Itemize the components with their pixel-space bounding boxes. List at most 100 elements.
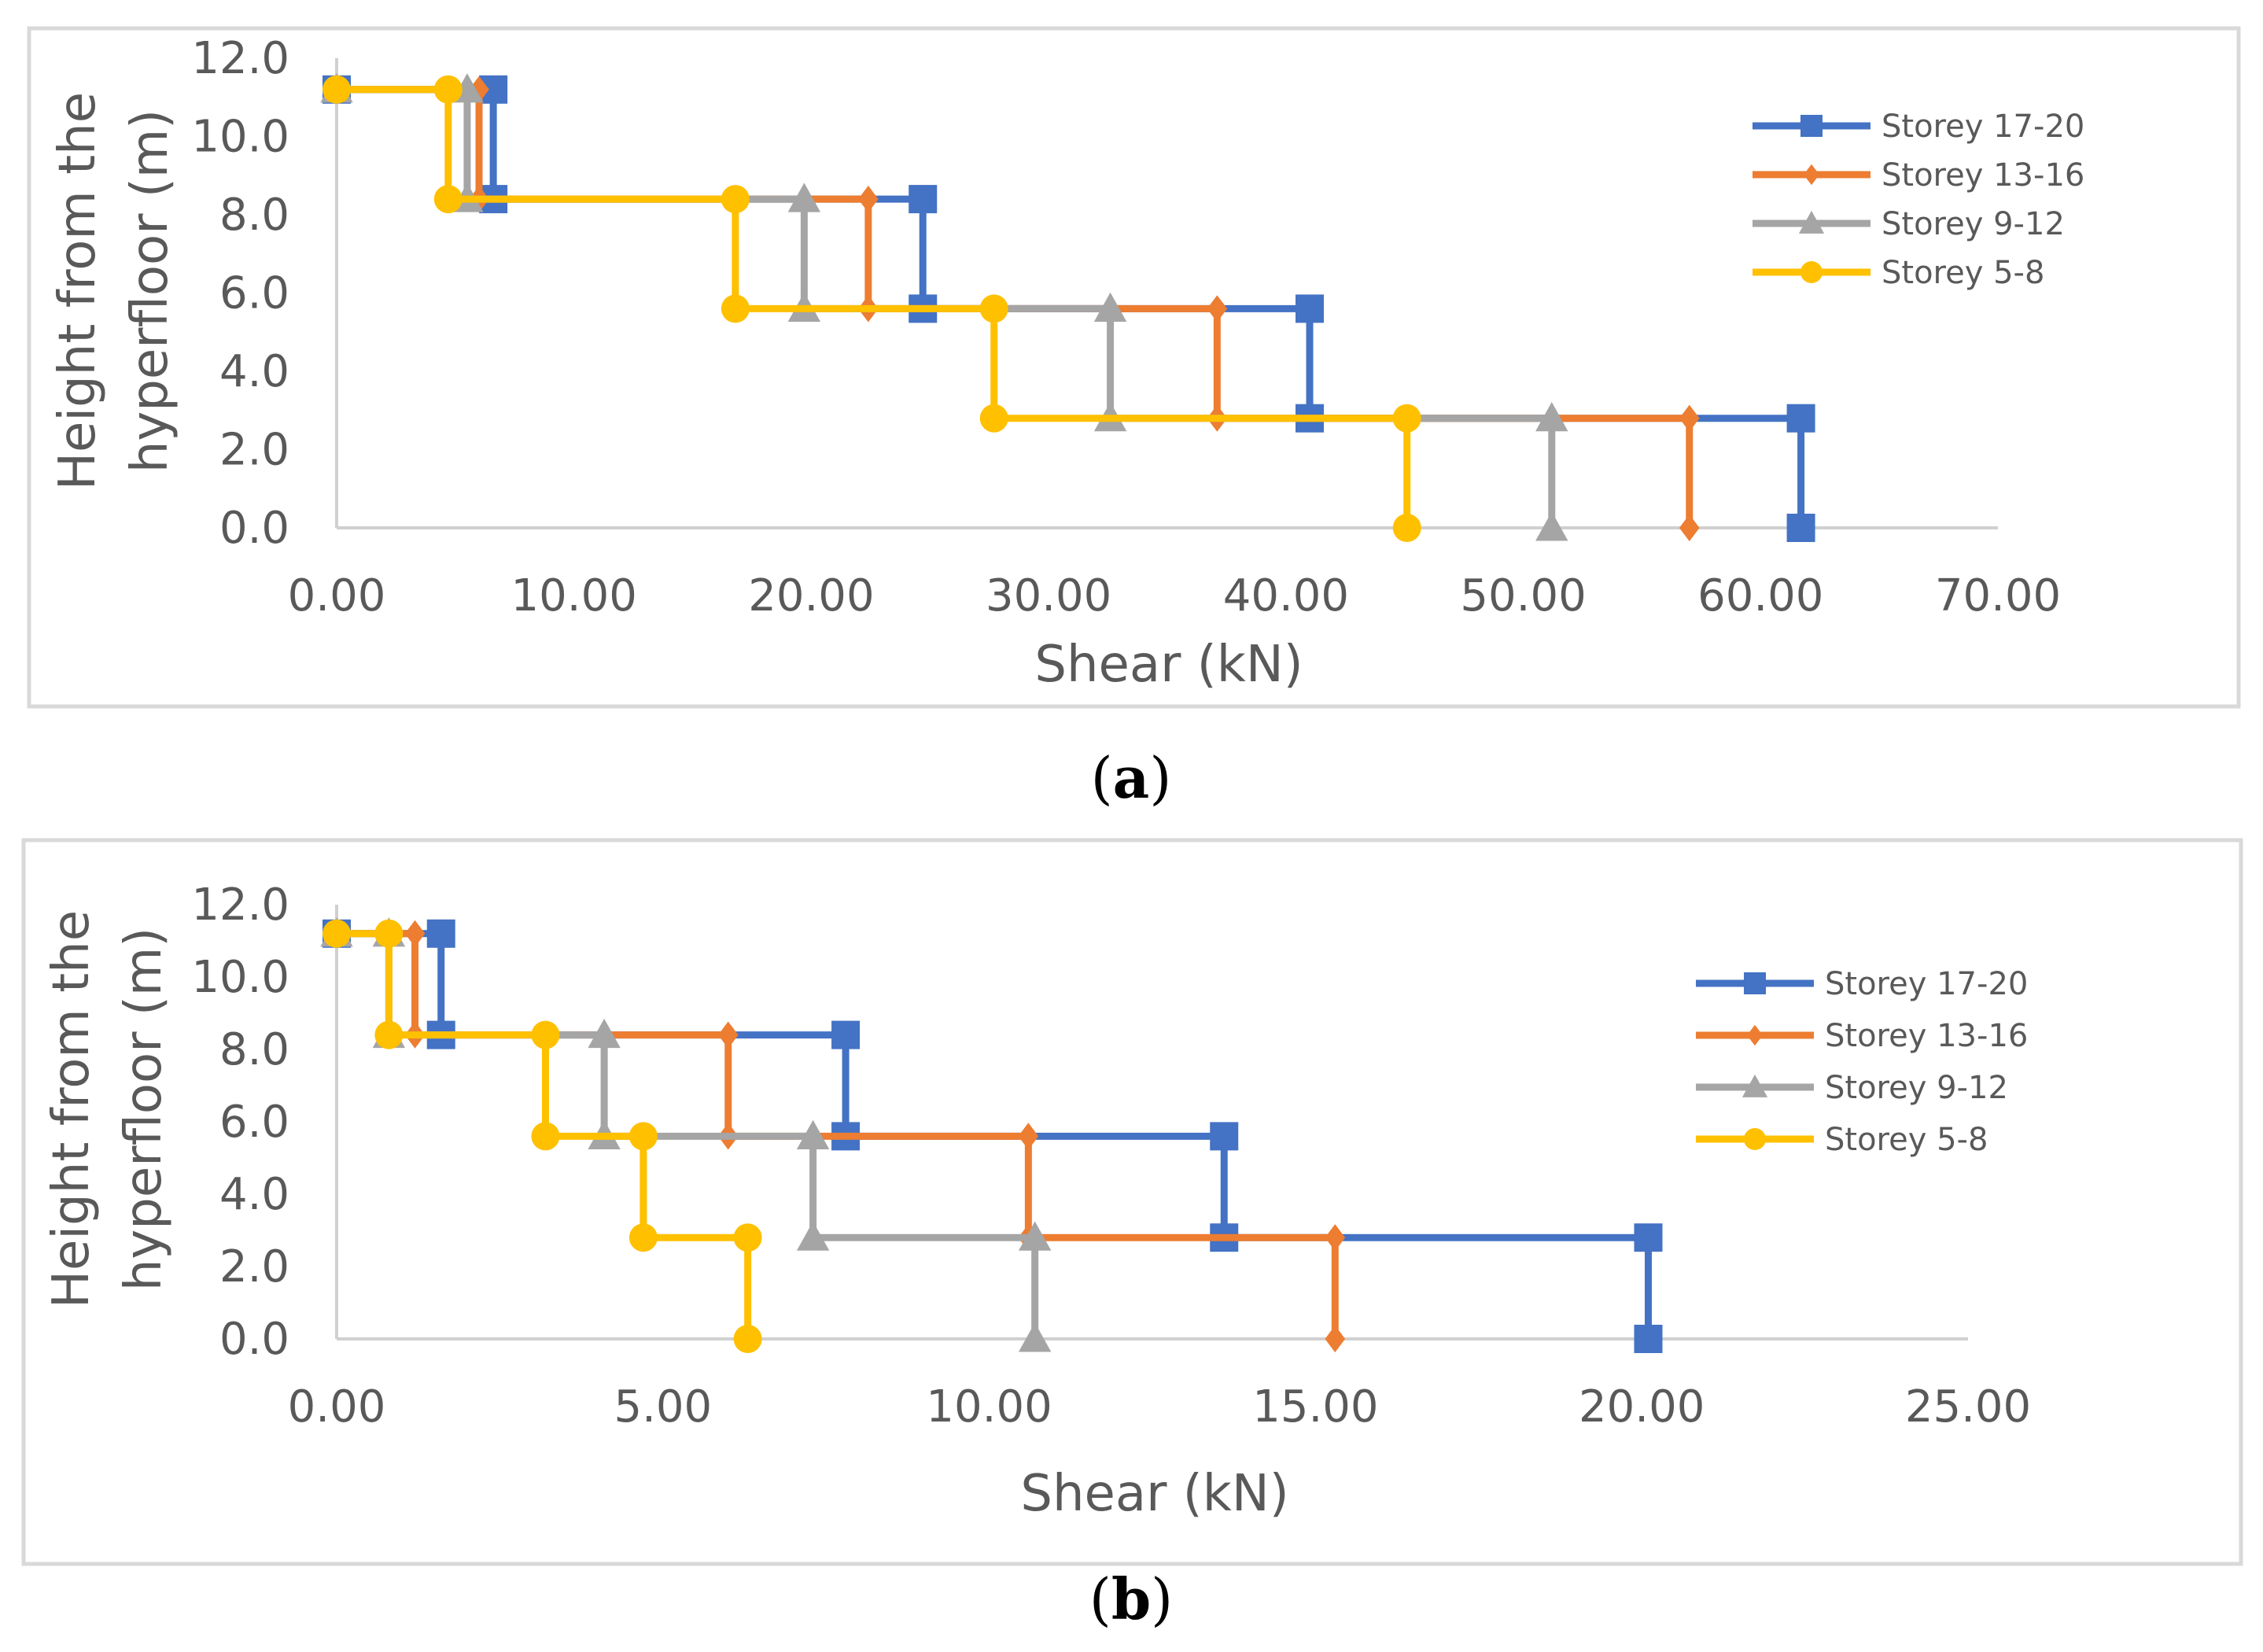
chart-b-caption: (b) [1089, 1565, 1174, 1632]
chart-a-data-point [721, 185, 750, 214]
chart-b-data-point [1210, 1122, 1239, 1151]
chart-b-y-tick-label: 8.0 [219, 1024, 289, 1075]
chart-a-data-point [433, 75, 463, 104]
chart-b-x-tick-label: 25.00 [1905, 1381, 2031, 1433]
chart-a-x-tick-label: 0.00 [288, 570, 386, 621]
chart-a-legend-label: Storey 5-8 [1882, 255, 2044, 291]
chart-b-y-tick-label: 2.0 [219, 1241, 289, 1292]
chart-a-data-point [1786, 404, 1815, 433]
chart-b-x-tick-label: 20.00 [1579, 1381, 1705, 1433]
chart-b-legend-item: Storey 17-20 [1696, 966, 2028, 1002]
chart-a-legend-marker [1804, 164, 1819, 186]
chart-b-data-point [1325, 1224, 1346, 1252]
chart-a-data-point [1392, 404, 1421, 433]
chart-b-data-point [426, 919, 455, 948]
chart-b-legend-marker [1744, 972, 1766, 994]
chart-a-data-point [1392, 514, 1421, 542]
chart-b-legend-label: Storey 17-20 [1825, 966, 2028, 1002]
chart-b-y-axis-title-line2: hyperfloor (m) [115, 927, 173, 1291]
chart-b-y-tick-label: 0.0 [219, 1314, 289, 1365]
chart-b-data-point [1018, 1322, 1052, 1352]
chart-b-series-3 [322, 919, 762, 1353]
chart-a-legend-label: Storey 17-20 [1882, 109, 2084, 145]
chart-b-legend-marker [1741, 1074, 1768, 1097]
chart-b-data-point [628, 1223, 658, 1252]
chart-a-data-point [1679, 514, 1700, 542]
chart-a-legend-item: Storey 5-8 [1753, 255, 2044, 291]
chart-a-legend-label: Storey 13-16 [1882, 157, 2084, 194]
chart-b-legend-item: Storey 5-8 [1696, 1122, 1988, 1158]
chart-b-y-tick-label: 12.0 [191, 879, 289, 931]
chart-a-data-point [1296, 294, 1325, 323]
chart-a-x-tick-label: 70.00 [1935, 570, 2061, 621]
chart-a-legend-marker [1798, 210, 1825, 234]
chart-a-legend-label: Storey 9-12 [1882, 206, 2065, 242]
chart-a-y-ticks: 0.0 2.0 4.0 6.0 8.0 10.0 12.0 [191, 33, 289, 554]
chart-b-x-tick-label: 0.00 [288, 1381, 386, 1433]
chart-b-caption-letter: b [1111, 1565, 1151, 1632]
chart-b-x-tick-label: 5.00 [614, 1381, 712, 1433]
chart-a-y-tick-label: 12.0 [191, 33, 289, 84]
chart-b-data-point [588, 1018, 621, 1049]
chart-a-legend-item: Storey 17-20 [1753, 109, 2084, 145]
chart-a-legend-marker [1800, 261, 1823, 283]
chart-a-data-point [909, 185, 938, 214]
chart-a-y-tick-label: 2.0 [219, 425, 289, 476]
chart-b-frame [21, 838, 2243, 1566]
chart-a-x-ticks: 0.00 10.00 20.00 30.00 40.00 50.00 60.00 70.00 [288, 570, 2062, 621]
chart-a-y-axis-title-line1: Height from the [49, 92, 107, 490]
chart-a-data-point [1093, 292, 1127, 322]
chart-b-data-point [796, 1119, 830, 1149]
chart-b-data-point [733, 1325, 762, 1353]
chart-a-data-point [787, 183, 821, 212]
chart-b-legend-item: Storey 9-12 [1696, 1070, 2008, 1106]
chart-b-data-point [1018, 1221, 1052, 1251]
chart-a-data-point [979, 404, 1008, 433]
chart-b-y-ticks: 0.0 2.0 4.0 6.0 8.0 10.0 12.0 [191, 879, 289, 1365]
chart-a-legend-marker [1800, 115, 1823, 137]
chart-a-y-tick-label: 0.0 [219, 503, 289, 554]
chart-a: 0.00 10.00 20.00 30.00 40.00 50.00 60.00 70.00 … [27, 26, 2241, 811]
chart-b: 0.00 5.00 10.00 15.00 20.00 25.00 0.0 2.0 4.0 6.… [21, 838, 2243, 1632]
chart-b-data-point [531, 1122, 560, 1151]
chart-b-x-tick-label: 10.00 [926, 1381, 1052, 1433]
chart-a-series-3 [322, 75, 1421, 542]
chart-a-data-point [979, 294, 1008, 323]
chart-a-data-point [1786, 514, 1815, 542]
chart-b-y-tick-label: 10.0 [191, 952, 289, 1003]
chart-b-data-point [1018, 1123, 1039, 1150]
chart-a-y-tick-label: 8.0 [219, 190, 289, 241]
chart-a-data-point [1679, 404, 1700, 432]
chart-b-series [320, 917, 1663, 1353]
chart-a-legend-item: Storey 13-16 [1753, 157, 2084, 194]
chart-b-data-point [1634, 1325, 1663, 1353]
chart-b-data-point [531, 1020, 560, 1049]
chart-b-data-point [733, 1223, 762, 1252]
chart-a-legend: Storey 17-20 Storey 13-16 Storey 9-12 Store… [1753, 109, 2084, 291]
chart-a-y-tick-label: 10.0 [191, 112, 289, 163]
chart-b-data-point [796, 1221, 830, 1251]
chart-b-legend-item: Storey 13-16 [1696, 1018, 2028, 1054]
chart-b-data-point [404, 920, 426, 947]
chart-a-x-tick-label: 50.00 [1460, 570, 1586, 621]
chart-b-legend-label: Storey 13-16 [1825, 1018, 2028, 1054]
chart-b-data-point [717, 1021, 739, 1049]
chart-a-data-point [1535, 511, 1568, 541]
chart-a-data-point [721, 294, 750, 323]
chart-a-data-point [433, 185, 463, 214]
chart-a-y-axis-title-line2: hyperfloor (m) [121, 109, 179, 473]
chart-b-data-point [322, 919, 351, 948]
chart-a-frame [27, 26, 2241, 709]
chart-b-y-tick-label: 6.0 [219, 1097, 289, 1148]
chart-a-x-tick-label: 60.00 [1697, 570, 1823, 621]
chart-b-data-point [374, 1020, 404, 1049]
chart-b-legend-marker [1744, 1128, 1766, 1150]
chart-a-x-tick-label: 40.00 [1223, 570, 1349, 621]
chart-a-x-tick-label: 30.00 [986, 570, 1111, 621]
chart-a-x-tick-label: 20.00 [748, 570, 874, 621]
chart-a-series [320, 73, 1815, 542]
chart-a-data-point [1207, 295, 1228, 323]
chart-b-data-point [628, 1122, 658, 1151]
chart-a-x-tick-label: 10.00 [511, 570, 637, 621]
chart-b-data-point [374, 919, 404, 948]
